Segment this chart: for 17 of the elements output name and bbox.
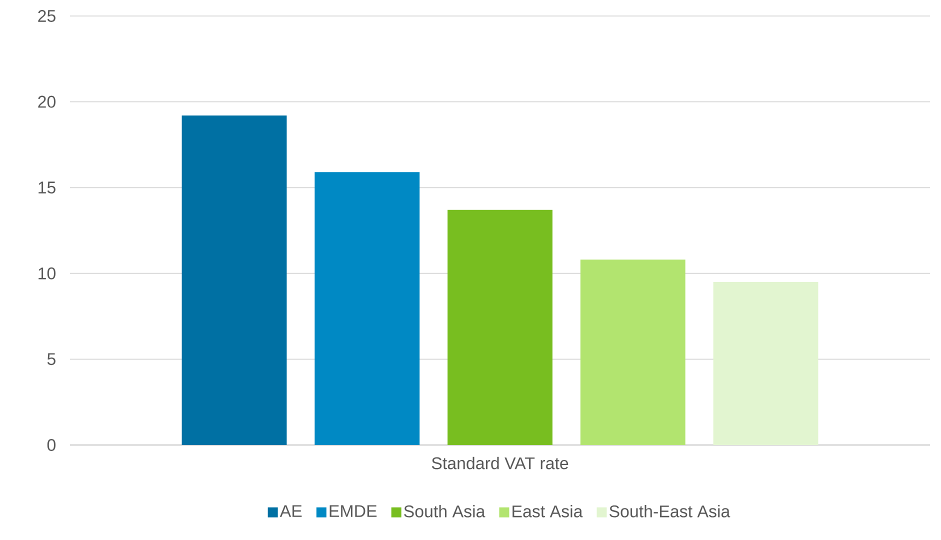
bar bbox=[713, 282, 818, 445]
y-tick-label: 10 bbox=[38, 267, 56, 280]
y-tick-label: 15 bbox=[38, 182, 56, 194]
legend-label: AE bbox=[280, 505, 302, 517]
bar bbox=[182, 116, 287, 445]
y-tick-label: 0 bbox=[47, 439, 56, 451]
y-tick-label: 25 bbox=[38, 10, 56, 22]
bar bbox=[448, 210, 552, 445]
bar bbox=[580, 260, 686, 445]
legend-label: EMDE bbox=[330, 505, 377, 517]
y-tick-label: 20 bbox=[38, 96, 56, 108]
y-tick-label: 5 bbox=[47, 353, 56, 366]
legend-label: South Asia bbox=[404, 504, 486, 518]
x-tick-label: Standard VAT rate bbox=[432, 456, 568, 470]
legend-label: South-East Asia bbox=[610, 504, 730, 518]
legend-label: East Asia bbox=[512, 504, 583, 518]
bar bbox=[314, 172, 420, 445]
